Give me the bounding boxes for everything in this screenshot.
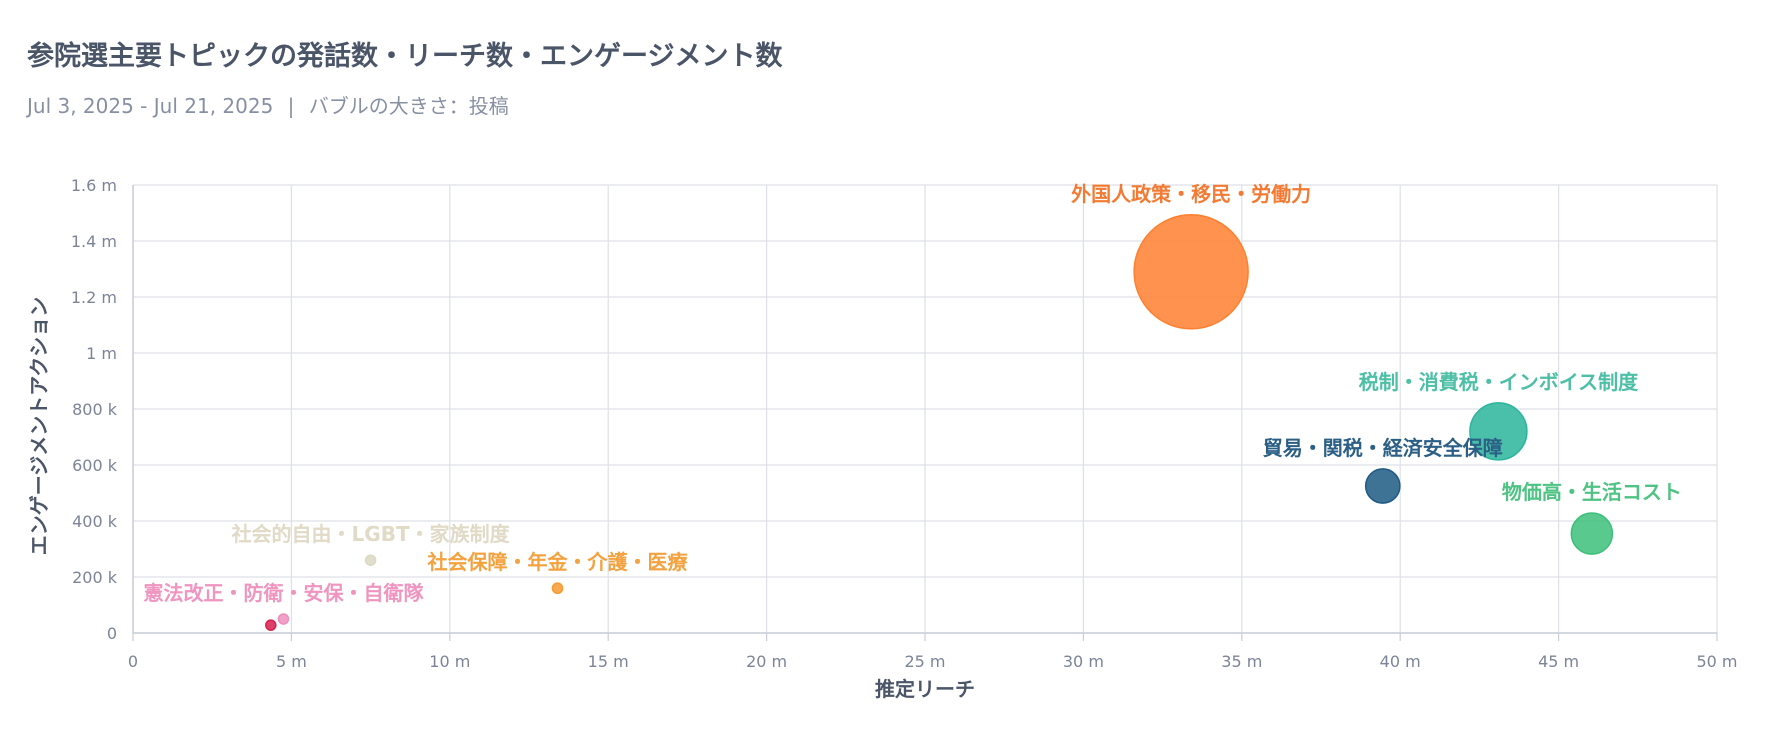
x-tick-label: 0 [128,652,138,671]
y-tick-label: 400 k [72,512,118,531]
x-tick-label: 20 m [746,652,787,671]
bubble[interactable] [1469,402,1528,461]
bubble-label: 憲法改正・防衛・安保・自衛隊 [143,581,424,605]
x-tick-label: 25 m [904,652,945,671]
bubble[interactable] [277,613,290,625]
y-tick-label: 1.6 m [71,176,117,195]
grid-lines [132,184,1718,634]
y-axis-title: エンゲージメントアクション [27,297,51,556]
y-tick-label: 1.4 m [71,232,117,251]
bubble[interactable] [551,582,564,595]
bubble-label: 貿易・関税・経済安全保障 [1263,436,1503,460]
x-tick-label: 15 m [588,652,629,671]
bubble[interactable] [364,554,377,566]
bubbles [265,214,1614,631]
x-tick-label: 50 m [1696,652,1737,671]
y-tick-label: 600 k [72,456,118,475]
y-tick-label: 800 k [72,400,118,419]
y-tick-label: 0 [107,624,117,643]
bubble[interactable] [265,619,277,631]
bubble[interactable] [1364,468,1401,504]
x-tick-label: 40 m [1380,652,1421,671]
bubble-label: 社会的自由・LGBT・家族制度 [231,522,511,546]
chart-title: 参院選主要トピックの発話数・リーチ数・エンゲージメント数 [27,41,783,72]
bubble-label: 社会保障・年金・介護・医療 [427,550,688,574]
bubble-label: 物価高・生活コスト [1502,480,1682,504]
x-tick-label: 35 m [1221,652,1262,671]
bubble-label: 外国人政策・移民・労働力 [1071,182,1311,206]
x-tick-label: 5 m [276,652,307,671]
x-tick-label: 45 m [1538,652,1579,671]
chart-subtitle: Jul 3, 2025 - Jul 21, 2025 | バブルの大きさ：投稿 [27,90,509,119]
subtitle-separator: | [287,94,295,118]
bubble-labels: 外国人政策・移民・労働力税制・消費税・インボイス制度貿易・関税・経済安全保障物価… [143,182,1681,605]
x-tick-label: 30 m [1063,652,1104,671]
y-tick-label: 1 m [86,344,117,363]
y-tick-label: 200 k [72,568,118,587]
date-range: Jul 3, 2025 - Jul 21, 2025 [27,94,274,118]
x-axis-title: 推定リーチ [875,677,975,701]
bubble-size-note: バブルの大きさ：投稿 [308,94,509,118]
bubble[interactable] [1570,512,1614,555]
axes: 0 5 m 10 m 15 m 20 m 25 m 30 m 35 m 40 m 45 m 50 m… [71,176,1738,671]
y-tick-label: 1.2 m [71,288,117,307]
x-tick-label: 10 m [429,652,470,671]
bubble-label: 税制・消費税・インボイス制度 [1359,370,1639,394]
bubble[interactable] [1133,214,1249,330]
